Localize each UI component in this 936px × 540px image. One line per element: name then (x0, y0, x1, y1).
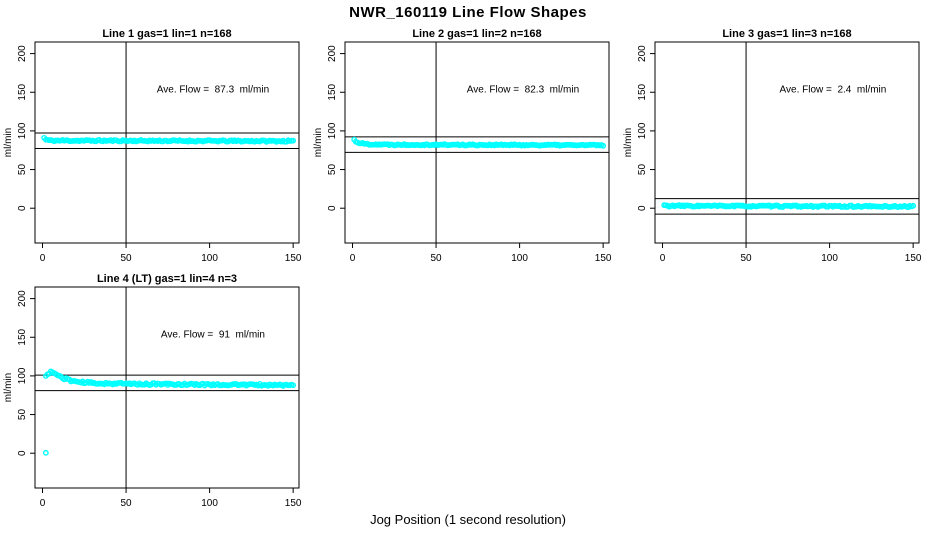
ave-flow-annotation: Ave. Flow = 91 ml/min (161, 329, 265, 340)
y-tick-label: 0 (17, 450, 28, 456)
x-tick-label: 50 (431, 253, 443, 264)
line-4-chart: Line 4 (LT) gas=1 lin=4 n=3 0 50 100 150 0 50 1… (3, 273, 302, 509)
y-tick-label: 150 (327, 83, 338, 100)
y-tick-label: 50 (637, 164, 648, 176)
x-tick-label: 0 (40, 498, 46, 509)
y-tick-label: 0 (637, 205, 648, 211)
plot-box (34, 41, 300, 244)
y-tick-label: 100 (17, 367, 28, 384)
ave-flow-annotation: Ave. Flow = 82.3 ml/min (467, 84, 579, 95)
ave-flow-annotation: Ave. Flow = 87.3 ml/min (157, 84, 269, 95)
y-tick-label: 100 (637, 122, 648, 139)
flow-data-point (290, 382, 297, 389)
x-tick-label: 150 (905, 253, 922, 264)
y-tick-label: 100 (17, 122, 28, 139)
x-tick-label: 50 (741, 253, 753, 264)
flow-data-point (42, 449, 49, 456)
y-tick-label: 200 (17, 45, 28, 62)
flow-data-point (910, 202, 917, 209)
line-1-chart: Line 1 gas=1 lin=1 n=168 0 50 100 150 0 50 100 1… (3, 28, 302, 264)
x-tick-label: 150 (285, 253, 302, 264)
y-tick-label: 50 (327, 164, 338, 176)
ave-flow-annotation: Ave. Flow = 2.4 ml/min (780, 84, 887, 95)
y-tick-label: 0 (327, 205, 338, 211)
x-tick-label: 100 (511, 253, 528, 264)
y-tick-label: 200 (327, 45, 338, 62)
y-tick-label: 200 (637, 45, 648, 62)
subplot-title: Line 2 gas=1 lin=2 n=168 (412, 28, 541, 40)
y-tick-label: 50 (17, 164, 28, 176)
y-tick-label: 0 (17, 205, 28, 211)
x-tick-label: 100 (201, 253, 218, 264)
subplot-title: Line 4 (LT) gas=1 lin=4 n=3 (97, 273, 237, 285)
x-tick-label: 150 (595, 253, 612, 264)
plot-box (34, 286, 300, 489)
line-3-chart: Line 3 gas=1 lin=3 n=168 0 50 100 150 0 50 100 1… (623, 28, 922, 264)
y-tick-label: 150 (637, 83, 648, 100)
subplot-line-3: Line 3 gas=1 lin=3 n=168 0 50 100 150 0 50 100 1… (622, 26, 932, 276)
subplot-title: Line 1 gas=1 lin=1 n=168 (102, 28, 231, 40)
y-tick-label: 100 (327, 122, 338, 139)
y-axis-label: ml/min (623, 128, 634, 157)
y-tick-label: 150 (17, 83, 28, 100)
y-tick-label: 50 (17, 409, 28, 421)
subplot-title: Line 3 gas=1 lin=3 n=168 (722, 28, 851, 40)
y-axis-label: ml/min (313, 128, 324, 157)
x-tick-label: 100 (201, 498, 218, 509)
x-tick-label: 50 (121, 253, 133, 264)
x-tick-label: 0 (40, 253, 46, 264)
y-axis-label: ml/min (3, 373, 14, 402)
x-tick-label: 150 (285, 498, 302, 509)
flow-data-point (600, 142, 607, 149)
x-axis-label: Jog Position (1 second resolution) (370, 512, 566, 527)
x-tick-label: 100 (821, 253, 838, 264)
figure-title: NWR_160119 Line Flow Shapes (349, 4, 587, 21)
y-tick-label: 200 (17, 290, 28, 307)
plot-box (654, 41, 920, 244)
y-tick-label: 150 (17, 328, 28, 345)
line-2-chart: Line 2 gas=1 lin=2 n=168 0 50 100 150 0 50 100 1… (313, 28, 612, 264)
subplot-line-2: Line 2 gas=1 lin=2 n=168 0 50 100 150 0 50 100 1… (312, 26, 622, 276)
x-tick-label: 50 (121, 498, 133, 509)
plot-box (344, 41, 610, 244)
subplot-line-4: Line 4 (LT) gas=1 lin=4 n=3 0 50 100 150 0 50 1… (2, 271, 312, 521)
y-axis-label: ml/min (3, 128, 14, 157)
subplot-line-1: Line 1 gas=1 lin=1 n=168 0 50 100 150 0 50 100 1… (2, 26, 312, 276)
flow-data-point (290, 137, 297, 144)
x-tick-label: 0 (350, 253, 356, 264)
x-tick-label: 0 (660, 253, 666, 264)
